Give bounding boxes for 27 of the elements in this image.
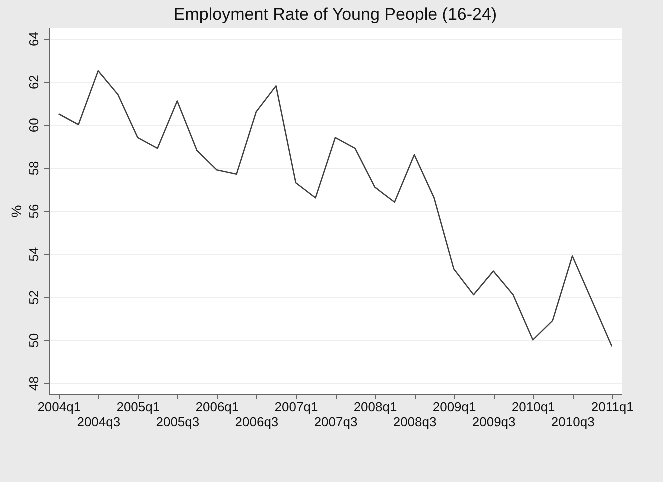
y-tick-label: 58 [26,161,42,176]
x-tick-label: 2004q3 [77,414,121,430]
x-tick-label: 2006q1 [196,400,240,414]
x-tick-label: 2010q1 [512,400,556,414]
x-tick-label: 2007q1 [274,400,318,414]
y-tick-label: 54 [26,247,42,262]
x-tick-label: 2005q3 [156,414,200,430]
x-tick-label: 2004q1 [38,400,82,414]
y-tick-label: 64 [26,32,42,46]
chart-title: Employment Rate of Young People (16-24) [174,5,498,24]
x-tick-label: 2009q1 [432,400,476,414]
y-tick-label: 48 [26,376,42,391]
y-tick-label: 50 [26,333,42,348]
x-tick-label: 2008q3 [393,414,437,430]
x-tick-label: 2008q1 [354,400,398,414]
y-tick-label: 52 [26,290,42,305]
y-tick-label: 62 [26,75,42,90]
y-tick-label: 60 [26,118,42,133]
x-tick-label: 2011q1 [591,400,634,414]
x-tick-label: 2009q3 [472,414,516,430]
x-tick-label: 2005q1 [116,400,160,414]
x-tick-label: 2007q3 [314,414,358,430]
x-tick-label: 2010q3 [551,414,595,430]
line-series [58,70,613,348]
y-axis-title: % [8,205,24,218]
y-tick-label: 56 [26,204,42,219]
x-tick-label: 2006q3 [235,414,279,430]
